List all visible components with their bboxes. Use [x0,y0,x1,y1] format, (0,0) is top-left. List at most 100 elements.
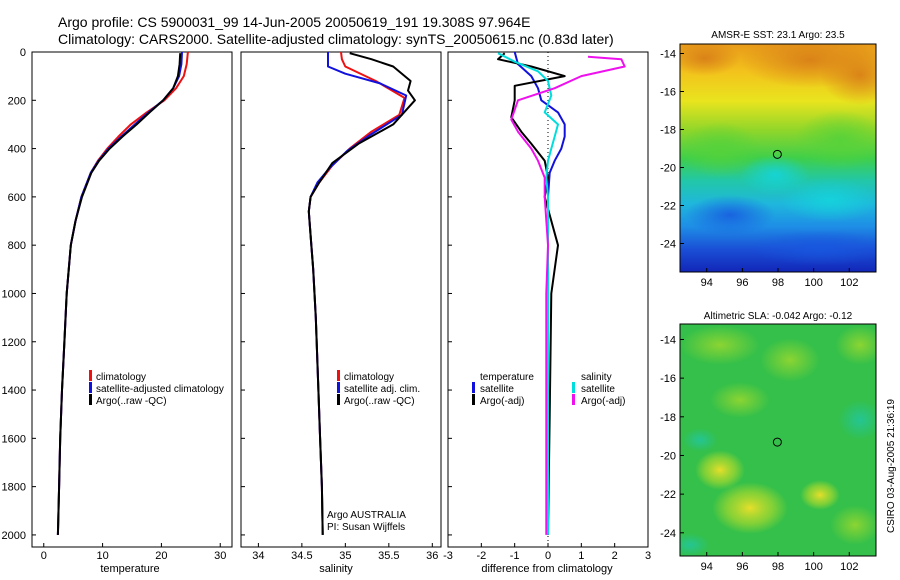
figure-title-line2: Climatology: CARS2000. Satellite-adjuste… [58,31,614,47]
map-x-tick-label: 94 [701,277,713,289]
legend-label-temp-argo: Argo(-adj) [480,396,524,407]
map-x-tick-label: 100 [804,561,822,573]
legend-swatch-satellite [89,382,92,393]
difference-legend-temperature: temperature satellite Argo(-adj) [472,372,534,407]
legend-label-climatology: climatology [344,372,394,383]
salinity-x-label: salinity [319,563,353,575]
csiro-timestamp-label: CSIRO 03-Aug-2005 21:36:19 [886,399,897,533]
legend-label-argo: Argo(..raw -QC) [344,396,415,407]
sla-map [680,324,876,556]
map-x-tick-label: 100 [804,277,822,289]
depth-tick-label: 200 [8,95,26,107]
argo-program-label: Argo AUSTRALIA [327,510,406,521]
legend-title-salinity: salinity [581,372,612,383]
temperature-panel-frame [31,51,233,548]
x-tick-label: -2 [476,550,486,562]
map-y-tick-label: -20 [660,163,676,175]
legend-swatch-climatology [89,370,92,381]
map-x-tick-label: 96 [736,561,748,573]
map-y-tick-label: -22 [660,201,676,213]
map-y-tick-label: -24 [660,528,676,540]
x-tick-label: -3 [443,550,453,562]
depth-tick-label: 800 [8,240,26,252]
x-tick-label: 1 [578,550,584,562]
depth-tick-label: 600 [8,192,26,204]
difference-series [497,51,626,535]
map-y-tick-label: -14 [660,49,676,61]
legend-swatch-argo [337,394,340,405]
x-tick-label: -1 [510,550,520,562]
legend-swatch-sal-satellite [572,382,575,393]
legend-label-climatology: climatology [96,372,146,383]
map-y-tick-label: -18 [660,125,676,137]
x-tick-label: 3 [645,550,651,562]
sla-map-ticks: -14 -16 -18 -20 -22 -24 94 96 98 100 102 [660,334,858,573]
map-x-tick-label: 102 [840,277,858,289]
temperature-legend: climatology satellite-adjusted climatolo… [89,370,224,407]
map-y-tick-label: -16 [660,87,676,99]
series-line-temperature-argo-adj [497,52,566,535]
legend-label-sal-argo: Argo(-adj) [581,396,625,407]
salinity-panel-frame [240,51,442,548]
x-tick-label: 2 [612,550,618,562]
legend-swatch-satellite [337,382,340,393]
x-tick-label: 30 [214,550,226,562]
map-y-tick-label: -22 [660,489,676,501]
legend-swatch-temp-argo [472,394,475,405]
depth-tick-label: 1200 [2,337,26,349]
legend-label-satellite: satellite adj. clim. [344,384,420,395]
difference-legend-salinity: salinity satellite Argo(-adj) [572,372,625,407]
difference-x-label: difference from climatology [481,563,613,575]
x-tick-label: 34.5 [291,550,312,562]
series-line-salinity-argo-adj [510,55,626,535]
legend-title-temperature: temperature [480,372,534,383]
legend-swatch-temp-satellite [472,382,475,393]
legend-swatch-argo [89,394,92,405]
x-tick-label: 0 [545,550,551,562]
map-y-tick-label: -14 [660,334,676,346]
x-tick-label: 36 [426,550,438,562]
map-y-tick-label: -20 [660,450,676,462]
salinity-series [307,51,416,535]
map-x-tick-label: 94 [701,561,713,573]
series-line-argo-raw-qc [56,53,182,535]
depth-tick-label: 2000 [2,530,26,542]
sst-map-ticks: -14 -16 -18 -20 -22 -24 94 96 98 100 102 [660,49,858,290]
legend-swatch-climatology [337,370,340,381]
map-y-tick-label: -24 [660,239,676,251]
salinity-x-ticks: 34 34.5 35 35.5 36 [252,543,438,562]
temperature-x-label: temperature [100,563,159,575]
map-x-tick-label: 98 [772,561,784,573]
x-tick-label: 35.5 [378,550,399,562]
legend-label-satellite: satellite-adjusted climatology [96,384,224,395]
depth-tick-label: 1800 [2,482,26,494]
temperature-series [56,51,189,535]
depth-tick-label: 1400 [2,385,26,397]
depth-tick-label: 0 [20,47,26,59]
sst-map-title: AMSR-E SST: 23.1 Argo: 23.5 [711,30,845,41]
legend-label-sal-satellite: satellite [581,384,615,395]
depth-tick-label: 1600 [2,433,26,445]
depth-tick-label: 1000 [2,288,26,300]
legend-label-temp-satellite: satellite [480,384,514,395]
x-tick-label: 35 [339,550,351,562]
depth-tick-label: 400 [8,144,26,156]
figure-title-line1: Argo profile: CS 5900031_99 14-Jun-2005 … [58,14,531,30]
argo-pi-label: PI: Susan Wijffels [327,522,405,533]
sla-map-title: Altimetric SLA: -0.042 Argo: -0.12 [704,311,853,322]
map-x-tick-label: 102 [840,561,858,573]
legend-swatch-sal-argo [572,394,575,405]
argo-location-marker [772,149,782,159]
legend-label-argo: Argo(..raw -QC) [96,396,167,407]
argo-location-marker [772,437,782,447]
series-line-argo-raw-qc [307,52,416,535]
map-x-tick-label: 98 [772,277,784,289]
salinity-legend: climatology satellite adj. clim. Argo(..… [337,370,420,407]
x-tick-label: 20 [155,550,167,562]
temperature-x-ticks: 0 10 20 30 [41,543,226,562]
map-y-tick-label: -16 [660,373,676,385]
x-tick-label: 10 [96,550,108,562]
x-tick-label: 0 [41,550,47,562]
sst-map [680,44,876,272]
